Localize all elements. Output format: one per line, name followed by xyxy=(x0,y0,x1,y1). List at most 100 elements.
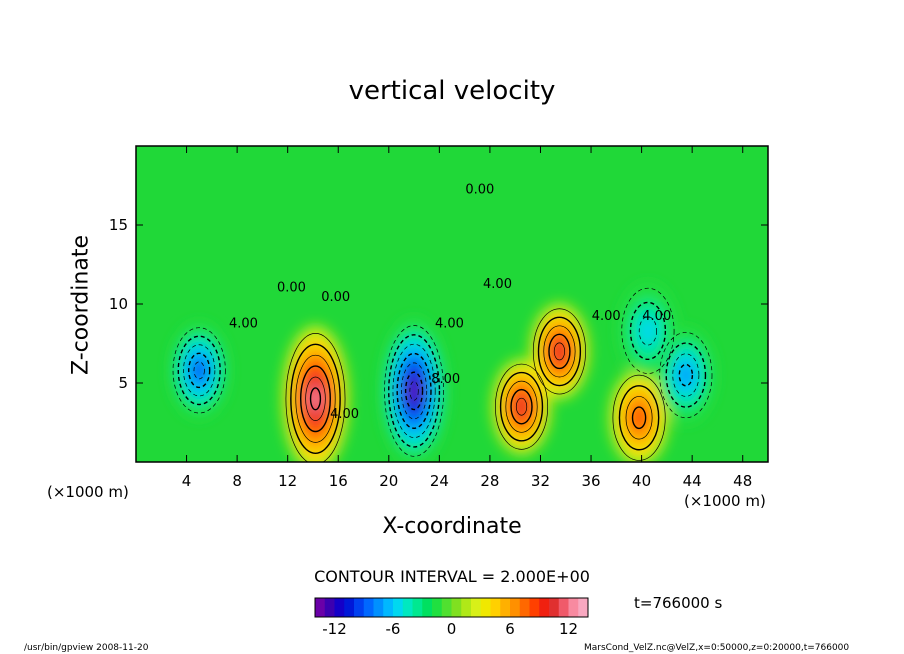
colorbar-swatch xyxy=(500,598,511,617)
colorbar-swatch xyxy=(422,598,433,617)
colorbar-swatch xyxy=(441,598,452,617)
colorbar-swatch xyxy=(549,598,560,617)
x-tick-label: 4 xyxy=(182,472,192,490)
contour-line-2-2 xyxy=(388,334,441,448)
colorbar-swatch xyxy=(344,598,355,617)
contour-line-3-5 xyxy=(515,397,528,416)
x-tick-label: 12 xyxy=(278,472,297,490)
contour-label: 4.00 xyxy=(435,317,464,332)
velocity-cell-3-5 xyxy=(515,397,528,417)
contour-line-0-4 xyxy=(188,352,211,389)
velocity-cell-7-3 xyxy=(638,315,658,347)
x-tick-label: 20 xyxy=(379,472,398,490)
contour-line-1-4 xyxy=(299,365,331,433)
x-tick-label: 8 xyxy=(232,472,242,490)
footer-program-date: /usr/bin/gpview 2008-11-20 xyxy=(24,643,149,653)
contour-line-7-2 xyxy=(629,301,667,360)
contour-line-4-3 xyxy=(543,325,576,378)
colorbar-swatch xyxy=(315,598,326,617)
contour-line-1-5 xyxy=(305,376,326,421)
contour-line-0-5 xyxy=(193,361,205,380)
contour-label: 4.00 xyxy=(229,317,258,332)
colorbar-swatch xyxy=(539,598,550,617)
contour-label: 0.00 xyxy=(277,280,306,295)
x-tick-label: 32 xyxy=(531,472,550,490)
x-tick-label: 24 xyxy=(430,472,449,490)
contour-line-5-1 xyxy=(612,374,666,461)
velocity-cell-5-4 xyxy=(631,405,647,430)
contour-label: 8.00 xyxy=(431,372,460,387)
contour-label: 4.00 xyxy=(483,277,512,292)
colorbar-tick-label: 6 xyxy=(505,620,515,638)
contour-line-3-3 xyxy=(505,380,538,433)
colorbar-swatch xyxy=(334,598,345,617)
velocity-cell-2-7 xyxy=(409,380,419,402)
contour-interval-label: CONTOUR INTERVAL = 2.000E+00 xyxy=(314,567,590,586)
colorbar-frame xyxy=(314,597,589,618)
x-unit-label-right: (×1000 m) xyxy=(684,492,766,510)
x-unit-label-left: (×1000 m) xyxy=(47,483,129,501)
x-axis: 4 8 12 16 20 24 28 32 36 40 44 48 xyxy=(182,146,752,490)
contour-line-5-2 xyxy=(618,385,660,451)
contour-line-4-2 xyxy=(537,316,582,387)
contour-line-0-3 xyxy=(183,344,216,397)
colorbar-swatch xyxy=(383,598,394,617)
colorbar-swatch xyxy=(519,598,530,617)
velocity-cell-4-5 xyxy=(553,341,566,361)
contour-line-4-4 xyxy=(548,333,571,370)
x-tick-label: 44 xyxy=(683,472,702,490)
y-tick-label: 10 xyxy=(109,295,128,313)
contour-line-2-6 xyxy=(404,371,424,411)
x-tick-label: 16 xyxy=(329,472,348,490)
colorbar-swatch xyxy=(461,598,472,617)
colorbar-swatch xyxy=(324,598,335,617)
contour-line-1-1 xyxy=(285,333,346,462)
contour-line-3-2 xyxy=(499,371,544,442)
contour-label: 4.00 xyxy=(642,309,671,324)
colorbar-swatch xyxy=(393,598,404,617)
velocity-cell-6-4 xyxy=(678,363,694,387)
colorbar-swatch xyxy=(363,598,374,617)
time-label: t=766000 s xyxy=(634,594,723,612)
colorbar-swatch xyxy=(578,598,589,617)
contour-line-1-6 xyxy=(309,387,322,411)
y-tick-label: 5 xyxy=(118,374,128,392)
colorbar-swatch xyxy=(354,598,365,617)
colorbar-swatch xyxy=(529,598,540,617)
contour-line-6-4 xyxy=(678,363,694,387)
x-tick-label: 36 xyxy=(581,472,600,490)
contour-line-2-7 xyxy=(409,381,419,401)
x-tick-label: 40 xyxy=(632,472,651,490)
contour-line-4-1 xyxy=(532,308,586,395)
contour-line-4-5 xyxy=(553,342,566,361)
contour-line-2-5 xyxy=(401,362,428,420)
contour-label: 0.00 xyxy=(321,290,350,305)
colorbar-swatch xyxy=(373,598,384,617)
colorbar: -12 -6 0 6 12 xyxy=(314,597,589,638)
contour-line-1-2 xyxy=(290,343,341,455)
contour-line-7-3 xyxy=(638,316,657,346)
contour-line-6-3 xyxy=(672,353,700,397)
velocity-cell-1-6 xyxy=(310,386,321,411)
colorbar-swatch xyxy=(490,598,501,617)
contour-line-2-3 xyxy=(392,343,436,438)
colorbar-swatch xyxy=(412,598,423,617)
x-tick-label: 28 xyxy=(480,472,499,490)
colorbar-tick-label: 12 xyxy=(559,620,578,638)
contour-label: 4.00 xyxy=(592,309,621,324)
contour-line-5-3 xyxy=(625,396,653,440)
x-axis-title: X-coordinate xyxy=(382,514,522,539)
contour-line-6-2 xyxy=(665,342,707,408)
contour-line-2-1 xyxy=(384,325,445,457)
velocity-cell-0-5 xyxy=(193,360,206,380)
y-axis: 5 10 15 xyxy=(109,216,768,392)
contour-line-1-3 xyxy=(295,354,336,443)
colorbar-swatch xyxy=(558,598,569,617)
colorbar-swatch xyxy=(402,598,413,617)
colorbar-swatch xyxy=(451,598,462,617)
contour-line-6-1 xyxy=(659,332,713,419)
colorbar-tick-label: -12 xyxy=(322,620,347,638)
contour-line-5-4 xyxy=(631,406,647,430)
contour-line-3-1 xyxy=(495,363,549,450)
